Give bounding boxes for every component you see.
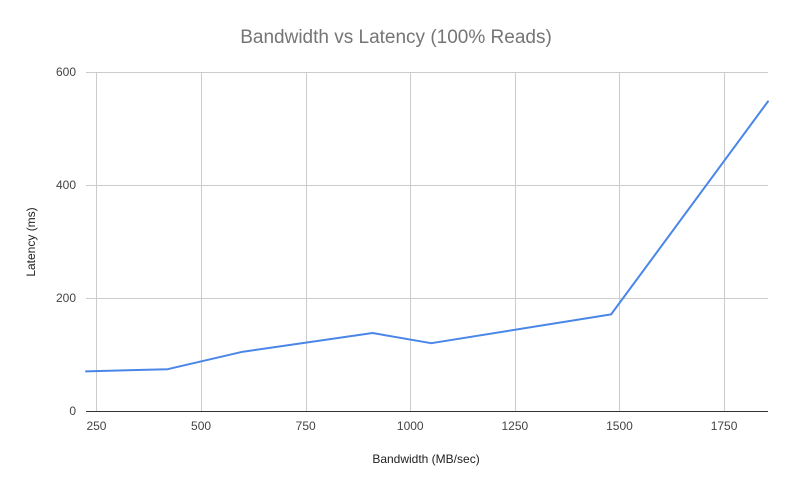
x-tick-label-3: 1000: [397, 419, 424, 433]
x-axis-tick-labels: 250 500 750 1000 1250 1500 1750: [86, 419, 737, 433]
chart-title: Bandwidth vs Latency (100% Reads): [240, 27, 552, 48]
y-axis-title: Latency (ms): [24, 207, 38, 276]
x-tick-label-6: 1750: [711, 419, 738, 433]
y-tick-label-3: 600: [56, 65, 76, 79]
y-tick-label-2: 400: [56, 178, 76, 192]
x-tick-label-0: 250: [86, 419, 106, 433]
x-axis-title: Bandwidth (MB/sec): [372, 452, 479, 466]
horizontal-gridlines: [86, 72, 768, 412]
y-tick-label-1: 200: [56, 291, 76, 305]
x-tick-label-2: 750: [296, 419, 316, 433]
y-axis-tick-labels: 0 200 400 600: [56, 65, 76, 418]
series-line-0: [85, 100, 769, 373]
x-tick-label-5: 1500: [606, 419, 633, 433]
series-layer: [85, 100, 769, 373]
vertical-gridlines: [96, 72, 725, 411]
x-tick-label-4: 1250: [502, 419, 529, 433]
y-tick-label-0: 0: [69, 404, 76, 418]
x-tick-label-1: 500: [191, 419, 211, 433]
